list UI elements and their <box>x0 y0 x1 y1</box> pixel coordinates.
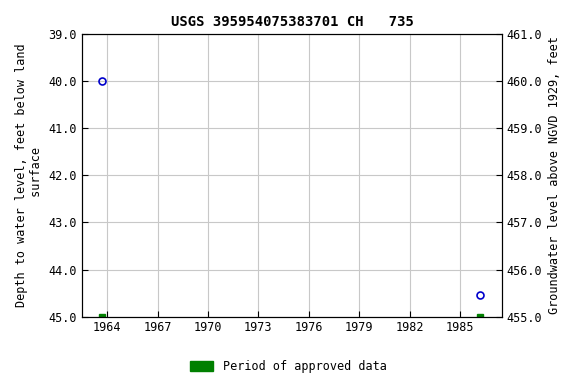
Y-axis label: Groundwater level above NGVD 1929, feet: Groundwater level above NGVD 1929, feet <box>548 36 561 314</box>
Title: USGS 395954075383701 CH   735: USGS 395954075383701 CH 735 <box>170 15 414 29</box>
Y-axis label: Depth to water level, feet below land
 surface: Depth to water level, feet below land su… <box>15 44 43 307</box>
Legend: Period of approved data: Period of approved data <box>185 356 391 378</box>
